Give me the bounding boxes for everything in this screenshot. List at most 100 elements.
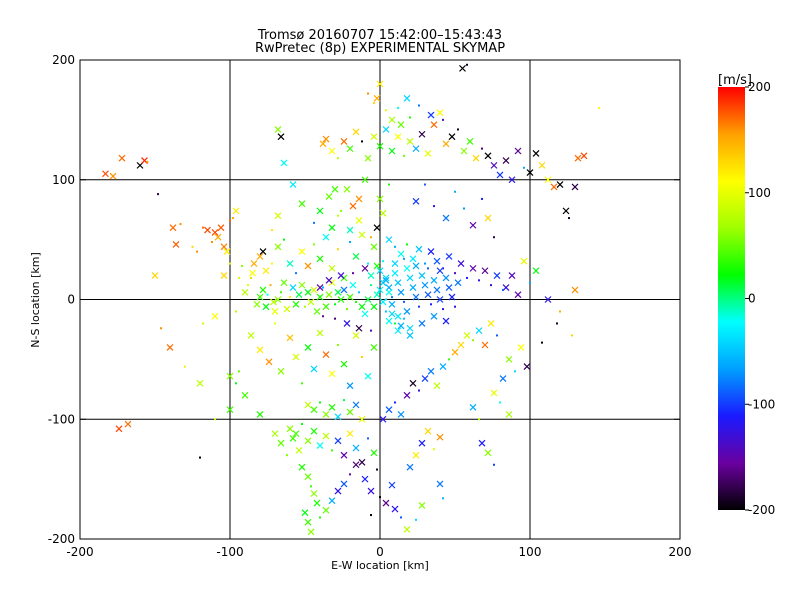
data-point-x (382, 126, 390, 133)
data-point-x (532, 267, 540, 275)
data-point-dot (295, 272, 297, 275)
data-point-x (340, 451, 348, 459)
data-point-dot (478, 418, 480, 421)
data-point-x (376, 142, 384, 150)
data-point-dot (463, 207, 465, 210)
data-point-dot (379, 496, 381, 499)
data-point-dot (502, 288, 504, 291)
data-point-x (433, 257, 441, 265)
data-point-x (427, 248, 435, 256)
data-point-x (304, 288, 312, 296)
data-point-dot (370, 514, 372, 517)
data-point-x (256, 411, 264, 418)
data-point-x (403, 264, 411, 272)
data-point-x (124, 420, 132, 428)
data-point-x (418, 272, 426, 279)
data-point-x (421, 281, 429, 289)
data-point-x (196, 379, 204, 387)
data-point-x (571, 286, 579, 294)
data-point-x (442, 317, 450, 325)
data-point-x (385, 288, 393, 296)
data-point-x (304, 518, 312, 526)
data-point-x (340, 138, 348, 145)
data-point-x (277, 367, 285, 375)
data-point-x (385, 236, 393, 244)
data-point-x (370, 449, 378, 457)
data-point-x (307, 298, 315, 306)
y-tick-label: -200 (48, 532, 75, 546)
axis-ticks: -200 -100 0 100 200 -200 -100 0 100 200 (48, 53, 692, 559)
data-point-dot (523, 166, 525, 169)
data-point-x (322, 411, 330, 418)
data-point-dot (400, 516, 402, 519)
data-point-x (361, 264, 369, 272)
data-point-dot (430, 303, 432, 306)
data-point-x (118, 154, 126, 162)
data-point-x (310, 365, 318, 373)
data-point-x (550, 183, 558, 191)
colorbar-label: [m/s] (718, 73, 752, 88)
data-point-x (340, 286, 348, 294)
data-point-dot (496, 334, 498, 337)
data-point-dot (493, 236, 495, 239)
data-point-dot (457, 128, 459, 131)
data-point-x (352, 401, 360, 409)
data-point-x (403, 94, 411, 102)
data-point-x (430, 276, 438, 284)
data-point-x (508, 272, 516, 279)
data-point-dot (334, 317, 336, 320)
data-point-x (379, 415, 387, 423)
data-point-dot (352, 272, 354, 275)
data-point-dot (541, 341, 543, 344)
data-point-x (364, 154, 372, 162)
data-point-x (412, 197, 420, 205)
data-point-dot (337, 248, 339, 251)
data-point-dot (403, 154, 405, 157)
data-point-x (304, 401, 312, 409)
data-point-x (340, 360, 348, 368)
data-point-x (313, 308, 321, 315)
data-point-x (343, 320, 351, 327)
data-point-x (412, 293, 420, 301)
data-point-x (406, 138, 414, 145)
data-point-x (172, 240, 180, 248)
data-point-x (370, 243, 378, 251)
data-point-dot (211, 241, 213, 244)
data-point-dot (382, 260, 384, 263)
data-point-x (226, 406, 234, 414)
data-point-dot (442, 497, 444, 500)
data-point-x (322, 135, 330, 143)
data-point-x (253, 300, 261, 308)
data-point-x (373, 94, 381, 102)
data-point-x (394, 312, 402, 320)
data-point-dot (247, 284, 249, 287)
data-point-dot (334, 303, 336, 306)
data-point-dot (160, 327, 162, 330)
data-point-x (406, 463, 414, 471)
data-point-x (457, 341, 465, 349)
data-point-x (217, 224, 225, 232)
data-point-dot (266, 293, 269, 296)
data-point-dot (481, 197, 483, 200)
data-point-dot (454, 272, 456, 275)
data-point-x (334, 288, 342, 296)
y-tick-label: 0 (67, 293, 75, 307)
data-point-dot (367, 437, 369, 440)
data-point-x (376, 195, 384, 203)
data-point-x (403, 525, 411, 533)
data-point-dot (184, 365, 186, 368)
data-point-x (274, 296, 282, 303)
data-point-x (241, 288, 249, 296)
data-point-dot (367, 92, 369, 95)
data-point-x (436, 480, 444, 488)
data-point-dot (406, 243, 408, 246)
data-point-x (424, 149, 432, 157)
data-point-dot (385, 310, 387, 313)
data-point-dot (319, 516, 321, 519)
data-point-x (271, 430, 279, 438)
data-point-dot (568, 217, 570, 220)
data-point-x (346, 145, 354, 153)
data-point-x (442, 274, 450, 282)
data-point-dot (355, 300, 357, 303)
data-points (102, 63, 600, 536)
